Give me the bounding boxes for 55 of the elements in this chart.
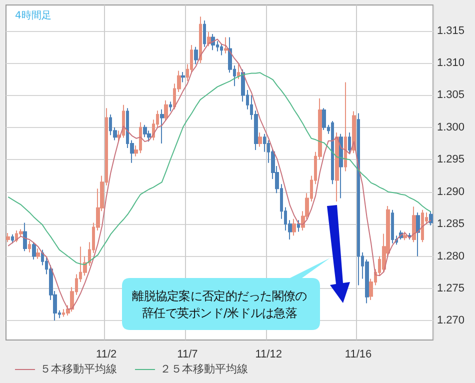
candlestick [339, 133, 343, 199]
y-tick-label: 1.280 [437, 250, 465, 262]
y-tick-label: 1.275 [437, 282, 465, 294]
candlestick [211, 33, 215, 51]
y-tick-label: 1.300 [437, 121, 465, 134]
candlestick [207, 32, 211, 47]
y-tick-label: 1.315 [437, 24, 465, 37]
candlestick [122, 104, 125, 138]
candlestick [28, 240, 31, 253]
y-tick-label: 1.305 [437, 89, 465, 102]
candlestick [160, 108, 164, 144]
candlestick [237, 64, 240, 80]
x-tick-label: 11/12 [255, 348, 282, 360]
annotation: 離脱協定案に否定的だった閣僚の辞任で英ポンド/米ドルは急落 [131, 288, 308, 322]
candlestick [220, 43, 223, 56]
y-tick-label: 1.290 [437, 186, 465, 198]
candlestick [348, 132, 351, 154]
candlestick [322, 108, 326, 130]
candlestick [224, 36, 228, 54]
candlestick [416, 212, 420, 257]
line-series [8, 72, 432, 266]
legend-label: ２５本移動平均線 [160, 362, 248, 376]
x-tick-label: 11/2 [96, 348, 117, 360]
candlestick [36, 248, 40, 260]
text: 4時間足 [15, 10, 52, 22]
candlestick [357, 112, 360, 286]
candlestick [412, 206, 416, 243]
candlestick [6, 232, 10, 243]
candlestick [203, 20, 206, 48]
candlestick [199, 16, 202, 64]
y-tick-label: 1.310 [437, 56, 465, 69]
y-tick-label: 1.295 [437, 154, 465, 166]
x-tick-label: 11/7 [177, 348, 198, 360]
candlestick [292, 218, 296, 236]
x-tick-label: 11/16 [344, 348, 372, 360]
candlestick [331, 120, 334, 185]
candlestick [32, 242, 36, 260]
candlestick [11, 234, 14, 244]
candlestick [143, 124, 147, 138]
candlestick [169, 101, 172, 112]
candlestick [181, 72, 185, 83]
candlestick [258, 132, 262, 148]
candlestick [335, 132, 339, 202]
candlestick [421, 209, 424, 243]
candlestick [344, 82, 347, 172]
candlestick [403, 231, 407, 241]
candlestick [164, 100, 168, 122]
candlestick [429, 210, 433, 226]
y-tick-label: 1.285 [437, 218, 465, 230]
y-tick-label: 1.270 [437, 314, 465, 327]
legend-label: ５本移動平均線 [40, 362, 117, 376]
candlestick [297, 220, 300, 232]
candlestick [391, 209, 394, 244]
candlestick [23, 222, 27, 252]
candlestick [194, 46, 198, 65]
